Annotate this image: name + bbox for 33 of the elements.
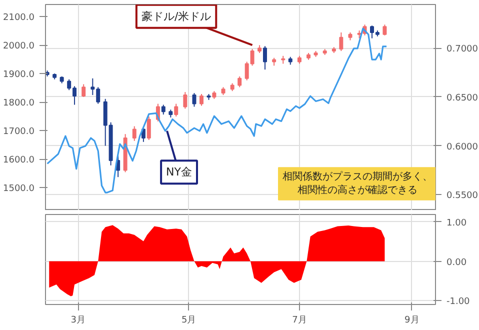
candlestick — [339, 32, 344, 52]
x-tick-label: 3月 — [70, 316, 86, 326]
annotation: 相関係数がプラスの期間が多く、相関性の高さが確認できる — [282, 170, 432, 196]
candlestick — [132, 126, 136, 142]
y2-tick-label: -1.00 — [446, 297, 470, 308]
y2-tick-label: 0.00 — [446, 258, 467, 268]
candlestick — [183, 92, 188, 110]
y2-tick-label: 0.6500 — [446, 93, 478, 104]
y-tick-label: 2100.0 — [3, 12, 35, 23]
candlestick — [146, 116, 151, 140]
y-tick-label: 1700.0 — [3, 127, 35, 138]
candlestick — [161, 104, 166, 116]
annotation: NY金 — [166, 166, 192, 179]
y-tick-label: 1600.0 — [3, 156, 35, 166]
candlestick — [382, 24, 387, 36]
candlestick — [174, 103, 178, 117]
candlestick — [262, 46, 267, 70]
y2-tick-label: 0.6000 — [446, 142, 478, 152]
y2-tick-label: 0.7000 — [446, 44, 478, 55]
y-tick-label: 1900.0 — [3, 70, 35, 80]
y-tick-label: 1500.0 — [3, 184, 35, 194]
candlestick — [200, 94, 204, 106]
x-tick-label: 7月 — [292, 316, 307, 326]
x-tick-label: 9月 — [404, 316, 420, 326]
x-tick-label: 5月 — [181, 316, 196, 326]
y-tick-label: 2000.0 — [3, 42, 35, 52]
annotation: 豪ドル/米ドル — [141, 10, 212, 23]
y-tick-label: 1800.0 — [3, 98, 35, 109]
y2-tick-label: 0.5500 — [446, 191, 478, 202]
candlestick — [192, 92, 196, 108]
candlestick — [238, 76, 242, 88]
candlestick — [82, 84, 86, 98]
y2-tick-label: 1.00 — [446, 218, 467, 228]
